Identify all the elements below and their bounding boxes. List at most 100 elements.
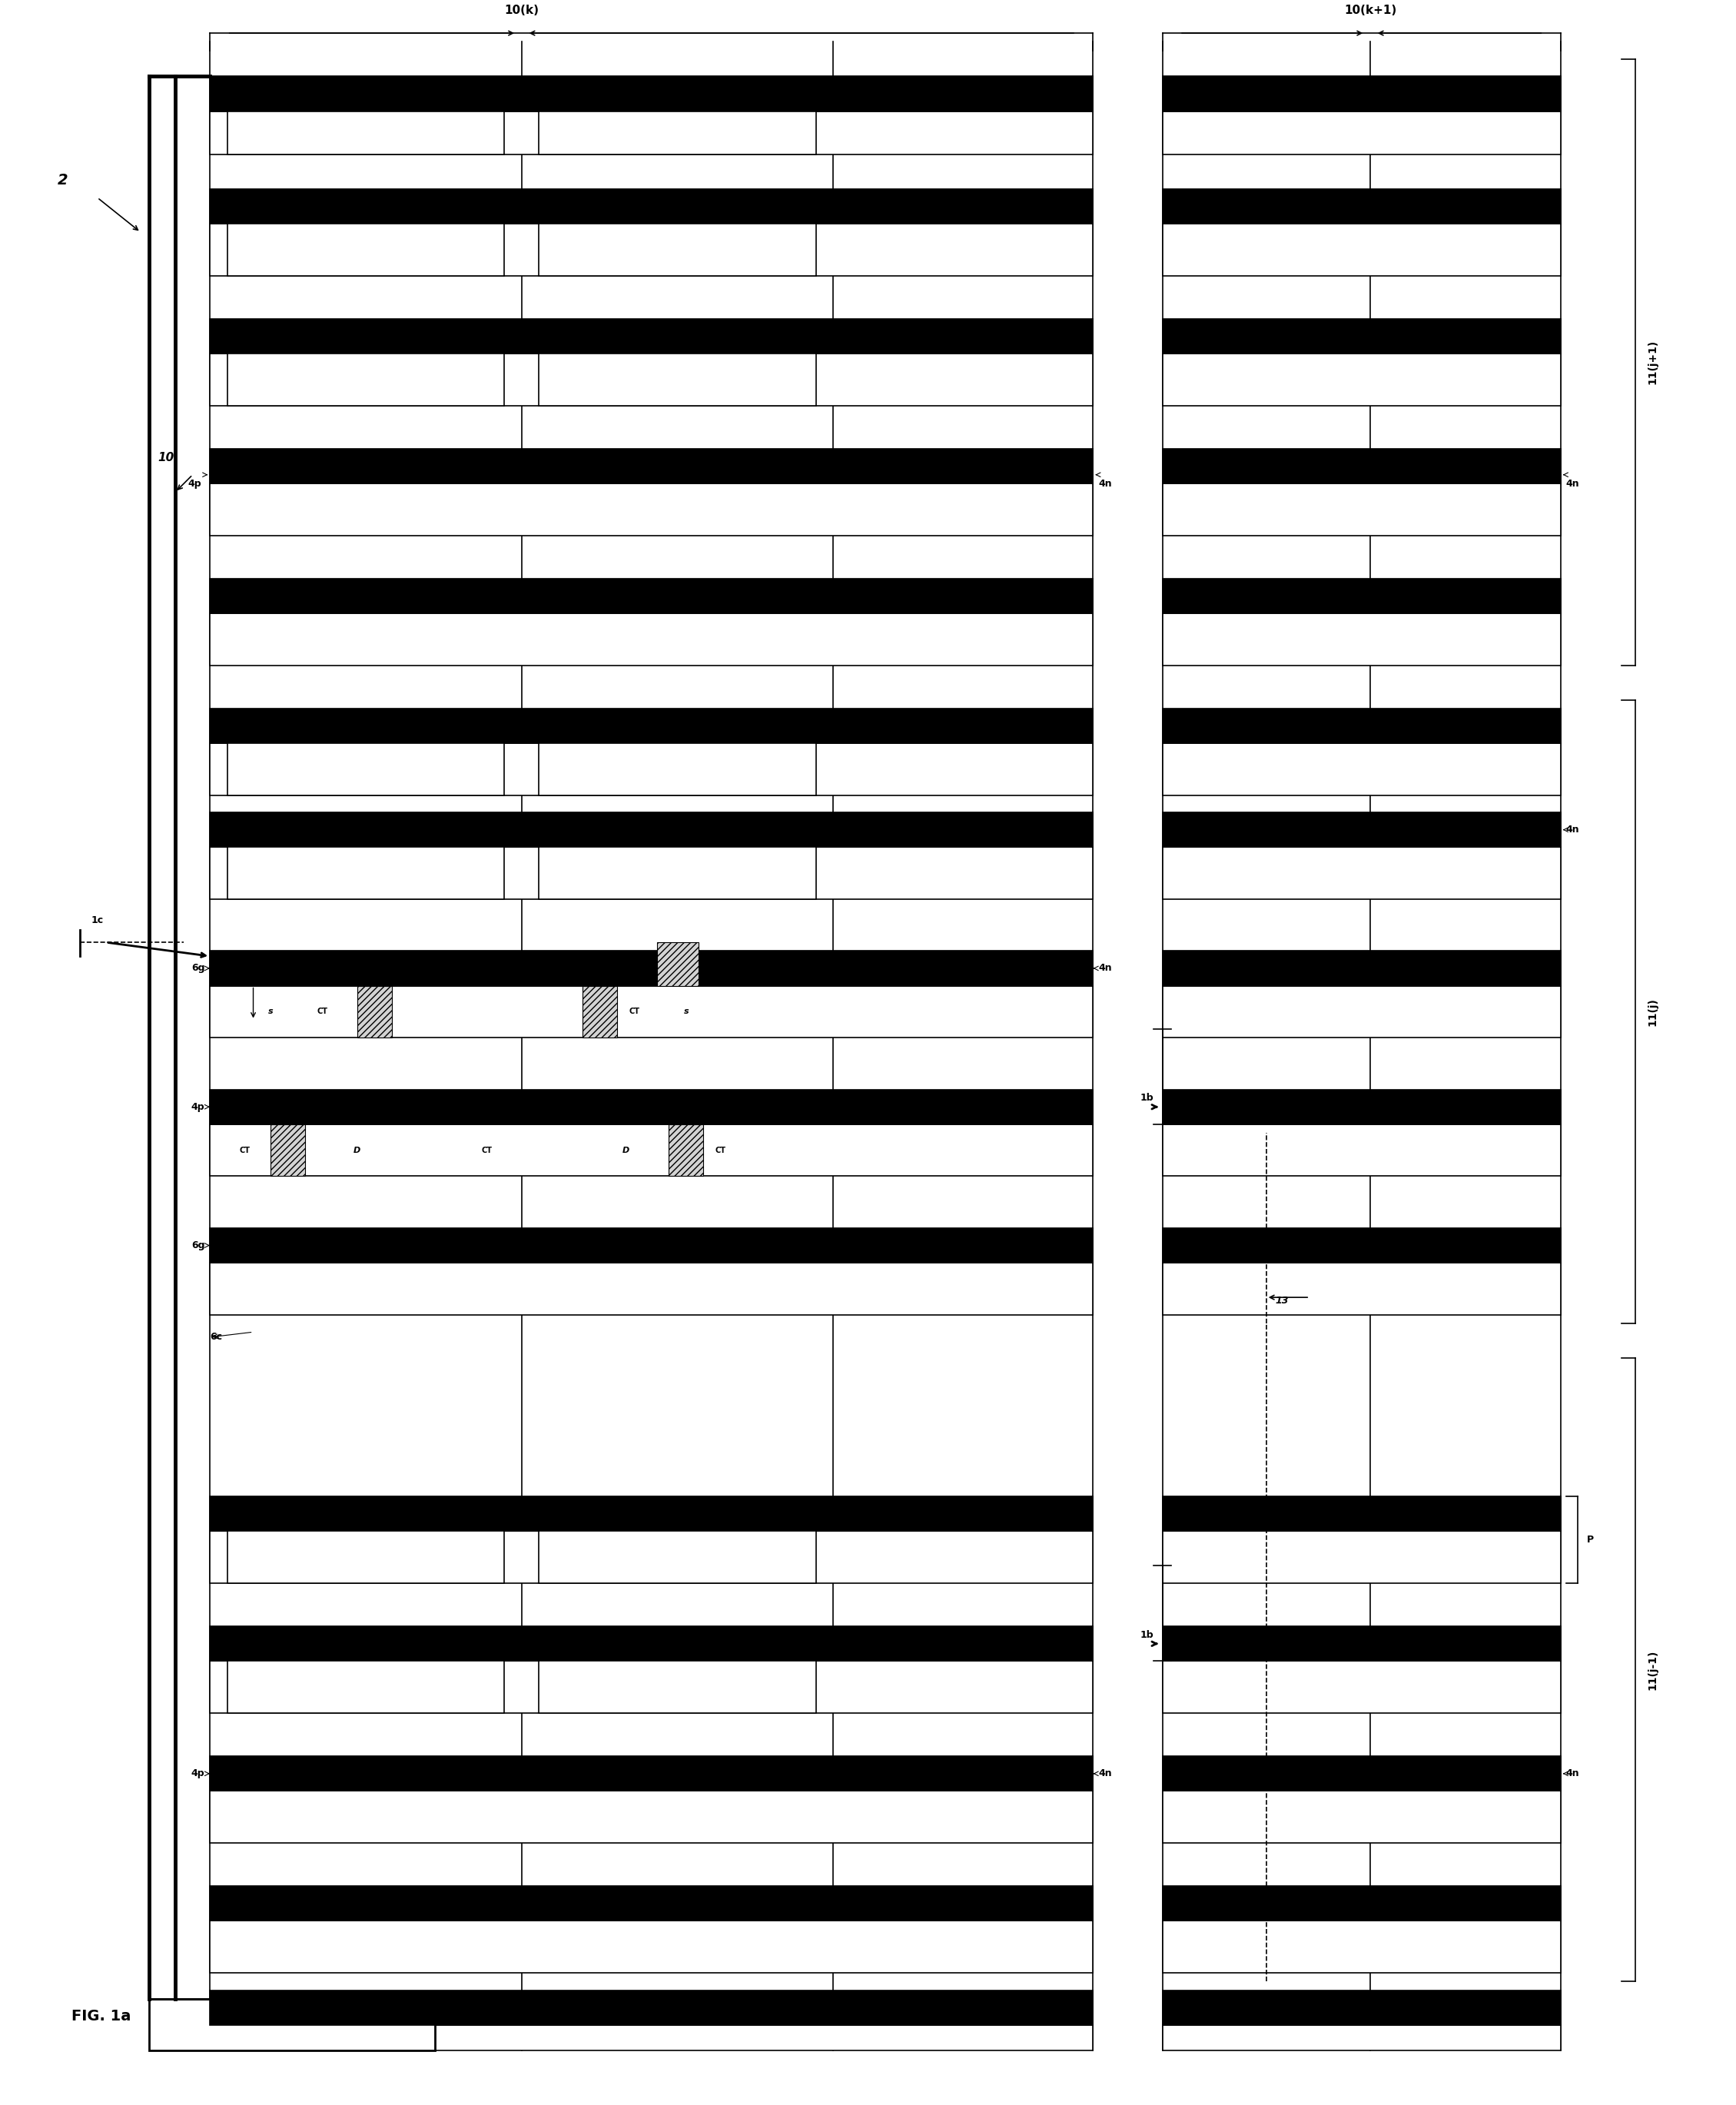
Bar bbox=[1163, 1886, 1561, 1922]
Bar bbox=[358, 985, 392, 1038]
Bar bbox=[1163, 112, 1561, 154]
Bar bbox=[210, 112, 1094, 154]
Bar bbox=[210, 1886, 1094, 1922]
Text: 2: 2 bbox=[57, 173, 68, 187]
Bar bbox=[210, 1090, 1094, 1124]
Bar bbox=[227, 846, 505, 899]
Bar bbox=[210, 1530, 1094, 1583]
Text: 4n: 4n bbox=[1099, 964, 1111, 973]
Text: s: s bbox=[267, 1008, 273, 1015]
Bar bbox=[210, 1661, 1094, 1713]
Bar bbox=[210, 1791, 1094, 1842]
Text: D: D bbox=[621, 1147, 628, 1154]
Bar bbox=[538, 223, 816, 276]
Text: 10: 10 bbox=[158, 453, 174, 463]
Bar bbox=[1163, 951, 1561, 985]
Bar bbox=[1163, 2025, 1561, 2050]
Bar bbox=[1163, 1497, 1561, 1530]
Bar bbox=[227, 1530, 505, 1583]
Bar bbox=[1163, 484, 1561, 535]
Bar bbox=[227, 112, 505, 154]
Bar bbox=[210, 813, 1094, 846]
Text: CT: CT bbox=[240, 1147, 250, 1154]
Bar bbox=[210, 448, 1094, 484]
Bar bbox=[538, 846, 816, 899]
Bar bbox=[1163, 1124, 1561, 1177]
Bar bbox=[210, 709, 1094, 743]
Bar bbox=[1163, 813, 1561, 846]
Bar bbox=[538, 354, 816, 406]
Bar bbox=[668, 1124, 703, 1177]
Bar bbox=[210, 484, 1094, 535]
Text: 4p: 4p bbox=[191, 1101, 205, 1111]
Bar bbox=[210, 76, 1094, 112]
Bar bbox=[210, 846, 1094, 899]
Text: 1b: 1b bbox=[1141, 1092, 1154, 1103]
Text: P: P bbox=[1587, 1535, 1594, 1545]
Text: CT: CT bbox=[481, 1147, 493, 1154]
Bar bbox=[227, 354, 505, 406]
Bar bbox=[210, 613, 1094, 665]
Text: 11(j+1): 11(j+1) bbox=[1647, 339, 1658, 385]
Bar bbox=[1163, 318, 1561, 354]
Bar bbox=[1163, 1627, 1561, 1661]
Bar bbox=[210, 1497, 1094, 1530]
Text: 4p: 4p bbox=[187, 478, 201, 488]
Bar bbox=[227, 743, 505, 796]
Text: 4n: 4n bbox=[1099, 1768, 1111, 1779]
Bar bbox=[227, 1661, 505, 1713]
Bar bbox=[538, 112, 816, 154]
Bar bbox=[210, 1227, 1094, 1263]
Bar bbox=[1163, 1661, 1561, 1713]
Bar bbox=[582, 985, 616, 1038]
Bar bbox=[538, 743, 816, 796]
Text: 4n: 4n bbox=[1099, 478, 1111, 488]
Bar bbox=[210, 1263, 1094, 1316]
Text: 4p: 4p bbox=[191, 1768, 205, 1779]
Bar bbox=[1163, 223, 1561, 276]
Bar bbox=[1163, 743, 1561, 796]
Bar bbox=[210, 743, 1094, 796]
Bar bbox=[210, 1124, 1094, 1177]
Bar bbox=[656, 943, 698, 985]
Text: 1c: 1c bbox=[92, 916, 104, 924]
Text: 6g: 6g bbox=[191, 1240, 205, 1250]
Text: FIG. 1a: FIG. 1a bbox=[71, 2008, 130, 2023]
Bar bbox=[1163, 846, 1561, 899]
Text: 4n: 4n bbox=[1566, 1768, 1580, 1779]
Text: 4n: 4n bbox=[1566, 478, 1580, 488]
Bar bbox=[210, 189, 1094, 223]
Text: 6g: 6g bbox=[191, 964, 205, 973]
Bar bbox=[210, 1922, 1094, 1972]
Bar bbox=[1163, 1756, 1561, 1791]
Bar bbox=[1163, 1922, 1561, 1972]
Bar bbox=[1163, 448, 1561, 484]
Text: CT: CT bbox=[318, 1008, 328, 1015]
Text: 10(k+1): 10(k+1) bbox=[1344, 4, 1396, 17]
Bar bbox=[1163, 613, 1561, 665]
Text: 10(k): 10(k) bbox=[505, 4, 538, 17]
Bar bbox=[1163, 76, 1561, 112]
Bar bbox=[271, 1124, 306, 1177]
Bar bbox=[1163, 579, 1561, 613]
Bar bbox=[538, 1530, 816, 1583]
Bar bbox=[1163, 1227, 1561, 1263]
Bar bbox=[210, 985, 1094, 1038]
Bar bbox=[1163, 1263, 1561, 1316]
Text: CT: CT bbox=[628, 1008, 639, 1015]
Text: 11(j): 11(j) bbox=[1647, 998, 1658, 1025]
Bar bbox=[1163, 985, 1561, 1038]
Text: 6c: 6c bbox=[210, 1332, 222, 1343]
Text: 4n: 4n bbox=[1566, 825, 1580, 836]
Bar bbox=[210, 223, 1094, 276]
Bar bbox=[538, 1661, 816, 1713]
Bar bbox=[149, 2000, 436, 2050]
Bar bbox=[1163, 189, 1561, 223]
Text: 1b: 1b bbox=[1141, 1629, 1154, 1640]
Bar bbox=[210, 318, 1094, 354]
Text: D: D bbox=[354, 1147, 361, 1154]
Bar bbox=[1163, 709, 1561, 743]
Bar bbox=[1163, 1791, 1561, 1842]
Bar bbox=[1163, 1989, 1561, 2025]
Bar bbox=[1163, 1090, 1561, 1124]
